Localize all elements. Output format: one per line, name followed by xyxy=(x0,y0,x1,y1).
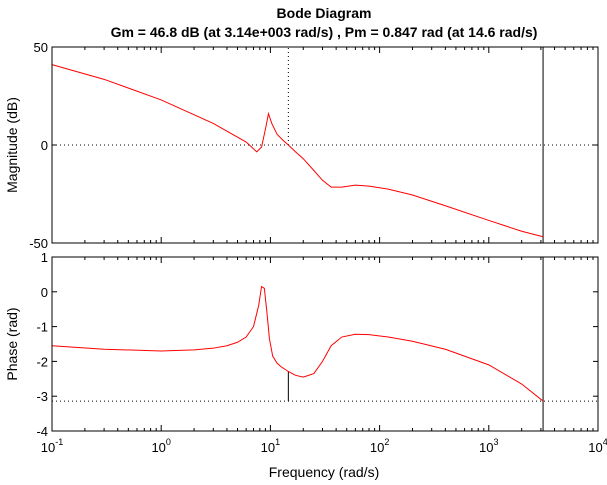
chart-title: Bode Diagram xyxy=(277,5,372,21)
x-tick-exponent: 4 xyxy=(603,437,607,447)
magnitude-y-tick-label: 0 xyxy=(41,138,48,153)
phase-y-tick-label: -3 xyxy=(36,389,48,404)
phase-y-tick-label: -4 xyxy=(36,424,48,439)
phase-y-tick-label: -2 xyxy=(36,354,48,369)
magnitude-axis-label: Magnitude (dB) xyxy=(4,97,20,193)
magnitude-y-tick-label: 50 xyxy=(34,40,48,55)
phase-axis-label: Phase (rad) xyxy=(4,307,20,380)
x-tick-exponent: 3 xyxy=(494,437,499,447)
phase-y-tick-label: -1 xyxy=(36,320,48,335)
x-tick-exponent: -1 xyxy=(55,437,63,447)
x-tick-exponent: 0 xyxy=(166,437,171,447)
phase-y-tick-label: 1 xyxy=(41,250,48,265)
magnitude-y-tick-label: -50 xyxy=(29,236,48,251)
x-tick-exponent: 2 xyxy=(384,437,389,447)
phase-y-tick-label: 0 xyxy=(41,285,48,300)
chart-subtitle: Gm = 46.8 dB (at 3.14e+003 rad/s) , Pm =… xyxy=(111,24,538,40)
x-tick-exponent: 1 xyxy=(275,437,280,447)
frequency-axis-label: Frequency (rad/s) xyxy=(269,464,379,480)
